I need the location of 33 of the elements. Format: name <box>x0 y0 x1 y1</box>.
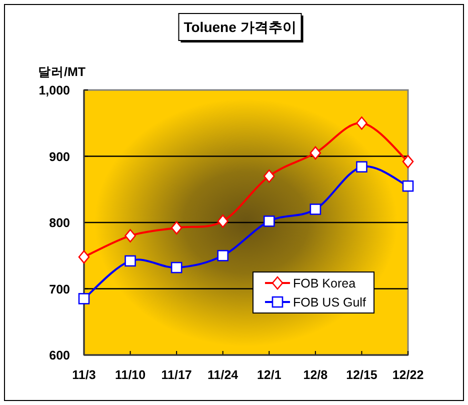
x-tick-label: 11/24 <box>208 368 238 382</box>
point <box>78 293 90 304</box>
point <box>263 169 275 183</box>
chart-title: Toluene 가격추이 <box>184 19 296 35</box>
y-axis-title: 달러/MT <box>38 65 86 79</box>
x-tick-label: 11/17 <box>161 368 192 382</box>
point <box>124 229 136 242</box>
y-tick-label: 1,000 <box>38 84 70 98</box>
point <box>217 250 229 262</box>
point <box>402 154 414 168</box>
point <box>78 250 90 264</box>
x-tick-label: 12/22 <box>392 368 424 382</box>
point <box>124 255 136 267</box>
point <box>356 161 368 172</box>
legend-label: FOB Korea <box>293 276 356 290</box>
y-tick-label: 700 <box>49 282 70 296</box>
point <box>310 146 322 160</box>
point <box>170 262 182 274</box>
x-tick-label: 12/1 <box>256 368 282 382</box>
y-tick-label: 600 <box>49 348 70 362</box>
x-tick-label: 11/10 <box>114 368 146 382</box>
x-tick-label: 12/8 <box>303 368 328 382</box>
point <box>356 116 368 130</box>
point <box>217 214 229 228</box>
x-tick-label: 11/3 <box>72 368 96 382</box>
point <box>170 221 182 234</box>
x-tick-label: 12/15 <box>346 368 378 382</box>
point <box>402 180 414 192</box>
y-tick-label: 900 <box>49 150 70 164</box>
y-tick-label: 800 <box>49 216 70 230</box>
point <box>310 204 322 215</box>
legend-label: FOB US Gulf <box>293 296 366 310</box>
point <box>263 216 275 227</box>
